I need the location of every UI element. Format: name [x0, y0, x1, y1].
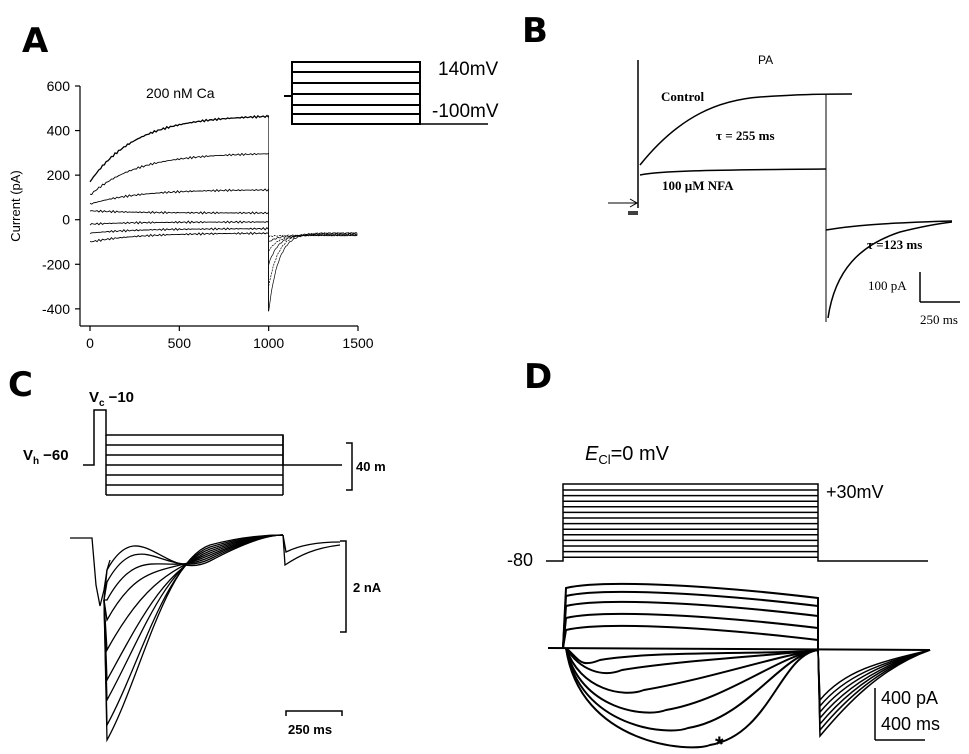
current-scale-label: 100 pA	[868, 278, 907, 293]
panel-c-traces	[70, 534, 341, 743]
protocol-envelope	[546, 483, 928, 562]
panel-d-scales	[874, 688, 925, 741]
control-trace	[639, 93, 853, 166]
inward-current-trace	[565, 647, 819, 674]
tail-current-trace	[268, 232, 358, 312]
current-trace	[89, 231, 269, 243]
baseline-trace	[547, 647, 931, 651]
tail-current-trace	[268, 234, 358, 238]
asterisk-marker: *	[715, 732, 724, 754]
nfa-trace	[639, 168, 827, 176]
y-tick-label: 200	[47, 167, 71, 183]
outward-current-trace	[562, 612, 819, 649]
current-trace	[103, 534, 284, 653]
tail-current-trace	[268, 233, 358, 265]
x-ticks: 0 500 1000 1500	[86, 326, 374, 351]
inward-current-trace	[565, 647, 819, 665]
protocol-top-label: 140mV	[438, 59, 499, 80]
panel-c-scales	[285, 540, 347, 716]
holding-label: -80	[507, 550, 533, 570]
tail-current-trace	[817, 647, 931, 739]
nfa-label: 100 µM NFA	[662, 178, 734, 193]
vh-label: Vh −60	[23, 447, 69, 467]
inward-current-trace	[565, 647, 819, 714]
ecl-label: ECl=0 mV	[585, 443, 670, 467]
panel-d: D ECl=0 mV +30mV -80 400 pA 400 ms *	[507, 357, 940, 754]
current-scale-bar	[340, 540, 347, 633]
panel-d-letter: D	[524, 357, 552, 397]
panel-a: A 600 400 200 0 -200 -400 0 500 1000 1500 Curren…	[8, 21, 499, 351]
y-ticks: 600 400 200 0 -200 -400	[42, 78, 80, 317]
panel-a-letter: A	[22, 21, 49, 61]
tau-control: τ = 255 ms	[716, 128, 775, 143]
current-scale-label: 400 pA	[881, 688, 938, 708]
current-trace	[89, 220, 269, 226]
panel-d-traces	[547, 582, 931, 749]
panel-a-annotation: 200 nM Ca	[146, 85, 215, 101]
outward-current-trace	[562, 624, 819, 649]
panel-b-header: PA	[758, 53, 773, 67]
current-trace	[103, 534, 284, 601]
outward-current-trace	[562, 582, 819, 649]
y-tick-label: 600	[47, 78, 71, 94]
x-tick-label: 1500	[342, 335, 373, 351]
panel-b: B PA Control τ = 255 ms 100 µM NFA τ =12…	[522, 11, 960, 327]
current-trace	[103, 534, 284, 622]
current-trace	[89, 209, 269, 215]
x-tick-label: 1000	[253, 335, 284, 351]
y-tick-label: 0	[62, 212, 70, 228]
time-scale-label: 250 ms	[288, 722, 332, 737]
panel-a-axes: 600 400 200 0 -200 -400 0 500 1000 1500 Current …	[8, 78, 374, 351]
arrow-head	[629, 198, 639, 208]
outward-current-trace	[562, 600, 819, 649]
y-tick-label: 400	[47, 123, 71, 139]
protocol-envelope	[83, 409, 342, 466]
protocol-inset	[284, 61, 488, 125]
voltage-scale-bar	[346, 442, 353, 491]
current-trace	[89, 188, 270, 205]
inward-current-trace	[565, 647, 819, 732]
vc-label: Vc −10	[89, 389, 134, 409]
current-traces	[89, 114, 358, 312]
voltage-scale-label: 40 m	[356, 459, 386, 474]
outward-current-trace	[562, 590, 819, 649]
current-trace	[89, 227, 270, 234]
panel-c-protocol	[83, 409, 353, 496]
current-trace	[103, 534, 284, 601]
tail-current-trace	[282, 534, 341, 553]
y-tick-label: -400	[42, 301, 70, 317]
time-scale-bar	[285, 710, 343, 716]
x-tick-label: 500	[168, 335, 192, 351]
protocol-bottom-label: -100mV	[432, 101, 499, 122]
control-label: Control	[661, 89, 704, 104]
time-scale-label: 250 ms	[920, 312, 958, 327]
panel-c-letter: C	[8, 365, 33, 405]
inward-current-trace	[565, 647, 819, 749]
control-tail-trace	[827, 221, 953, 319]
current-scale-label: 2 nA	[353, 580, 382, 595]
inward-current-trace	[565, 647, 819, 694]
nfa-tail-trace	[825, 220, 953, 231]
time-scale-label: 400 ms	[881, 714, 940, 734]
x-tick-label: 0	[86, 335, 94, 351]
top-voltage-label: +30mV	[826, 482, 884, 502]
y-tick-label: -200	[42, 256, 70, 272]
panel-d-protocol	[546, 483, 928, 562]
panel-c: C Vc −10 Vh −60 40 m 2 nA 250 ms	[8, 365, 386, 743]
current-trace	[104, 534, 284, 601]
current-trace	[89, 152, 269, 195]
panel-b-letter: B	[522, 11, 548, 51]
y-axis-label: Current (pA)	[8, 170, 23, 242]
tail-current-trace	[268, 232, 358, 287]
panel-b-traces	[608, 60, 960, 322]
tail-current-trace	[282, 534, 341, 567]
current-trace	[89, 114, 270, 183]
tau-tail: τ =123 ms	[867, 237, 922, 252]
